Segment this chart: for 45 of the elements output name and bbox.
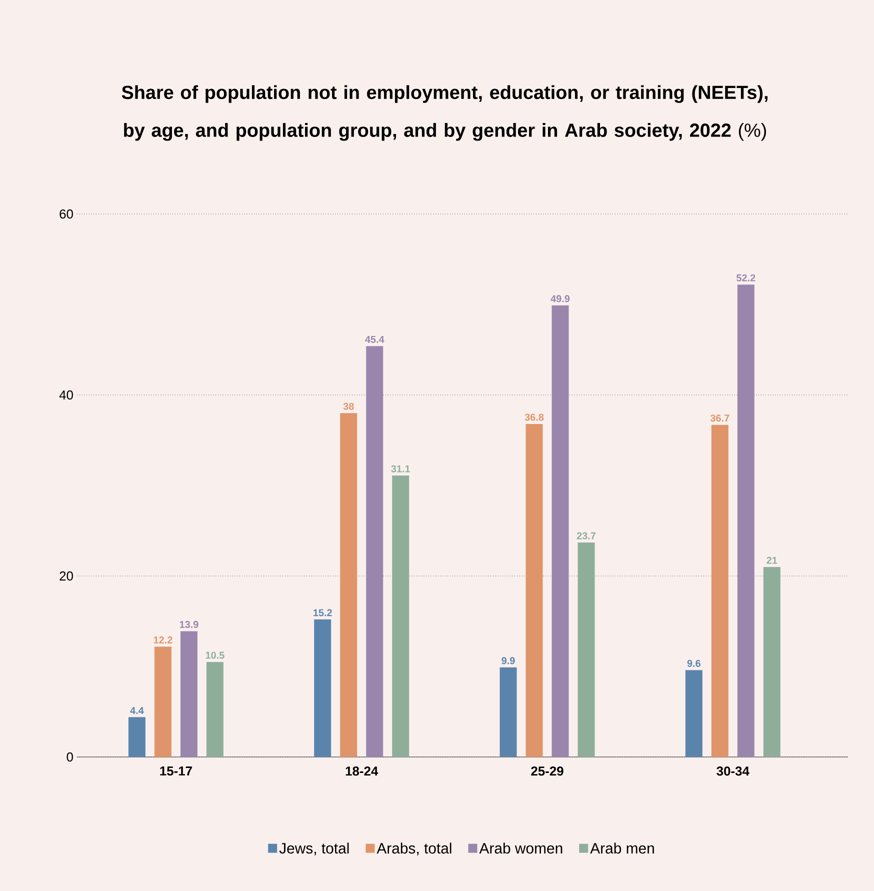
data-label: 21: [766, 556, 778, 564]
data-label: 15.2: [314, 609, 332, 616]
legend-label: Jews, total: [279, 842, 349, 856]
data-label: 23.7: [576, 532, 596, 540]
data-label: 9.6: [687, 660, 700, 667]
y-tick-label: 40: [59, 390, 73, 400]
legend-label: Arab women: [479, 842, 562, 854]
legend-label: Arab men: [590, 842, 654, 854]
y-tick-label: 0: [66, 752, 73, 762]
data-label: 31.1: [391, 465, 410, 472]
bar: [180, 631, 198, 757]
bar: [392, 476, 410, 757]
x-tick-label: 30-34: [716, 766, 750, 776]
y-tick-label: 60: [60, 209, 73, 219]
x-tick-label: 18-24: [346, 766, 378, 776]
data-label: 13.9: [180, 620, 198, 628]
bar: [314, 619, 332, 757]
data-label: 38: [343, 402, 354, 410]
bar: [711, 424, 728, 757]
data-label: 12.2: [154, 636, 172, 644]
bar: [526, 424, 543, 757]
x-tick-label: 15-17: [160, 766, 192, 776]
bar: [763, 566, 780, 757]
bar: [366, 346, 384, 757]
bar: [552, 305, 569, 757]
data-label: 10.5: [206, 652, 224, 659]
bar: [500, 667, 517, 757]
data-label: 36.8: [524, 414, 544, 421]
legend-label: Arabs, total: [376, 842, 452, 856]
bar: [737, 284, 754, 757]
bar: [578, 542, 595, 757]
data-label: 4.4: [130, 707, 144, 714]
bar: [206, 662, 224, 757]
data-label: 49.9: [550, 295, 570, 302]
bar: [340, 413, 358, 757]
x-tick-label: 25-29: [531, 766, 564, 776]
bar: [154, 646, 172, 757]
data-label: 36.7: [710, 414, 730, 422]
bar: [128, 717, 146, 757]
data-label: 9.9: [502, 657, 515, 664]
chart-title: Share of population not in employment, education, or training (NEETs), by age, and population group, and by gender in Arab society, 2022 (%): [122, 85, 768, 141]
bar: [685, 670, 702, 757]
y-tick-label: 20: [60, 571, 73, 581]
data-label: 52.2: [736, 274, 756, 282]
data-label: 45.4: [365, 336, 384, 343]
